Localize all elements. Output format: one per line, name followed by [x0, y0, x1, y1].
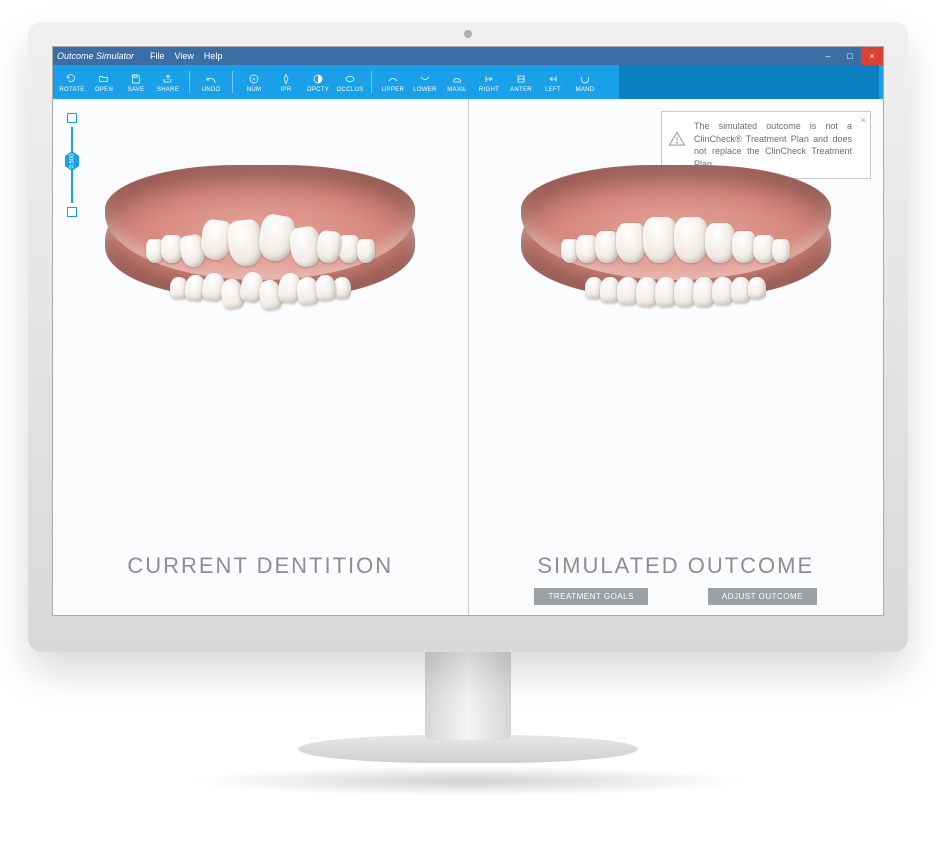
tooth — [772, 239, 790, 263]
right-icon — [483, 72, 495, 86]
tooth — [315, 230, 343, 265]
maxil-icon — [451, 72, 463, 86]
menu-view[interactable]: View — [175, 51, 194, 61]
pane-current: 0.500 CURRENT DENTITION — [53, 99, 468, 615]
slider-top-icon[interactable] — [67, 113, 77, 123]
tool-right[interactable]: RIGHT — [474, 65, 504, 99]
minimize-button[interactable]: – — [817, 47, 839, 65]
toolbar: ROTATEOPENSAVESHARE UNDO NNUMIPROPCTYOCCLU… — [53, 65, 883, 99]
tooth — [705, 223, 735, 263]
viewport: 0.500 CURRENT DENTITION — [53, 99, 883, 615]
maximize-button[interactable]: □ — [839, 47, 861, 65]
tool-rotate[interactable]: ROTATE — [57, 65, 87, 99]
label-current: CURRENT DENTITION — [127, 553, 393, 579]
tool-occlus[interactable]: OCCLUS — [335, 65, 365, 99]
slider-handle[interactable]: 0.500 — [65, 151, 79, 171]
tool-upper[interactable]: UPPER — [378, 65, 408, 99]
tool-maxil[interactable]: MAXIL — [442, 65, 472, 99]
tool-lower[interactable]: LOWER — [410, 65, 440, 99]
anter-icon — [515, 72, 527, 86]
pane-simulated: × The simulated outcome is not a ClinChe… — [468, 99, 884, 615]
tooth — [314, 274, 337, 302]
tool-num[interactable]: NNUM — [239, 65, 269, 99]
tool-undo[interactable]: UNDO — [196, 65, 226, 99]
toolbar-right-panel — [619, 65, 879, 99]
tool-left[interactable]: LEFT — [538, 65, 568, 99]
tooth — [643, 217, 677, 263]
app-title: Outcome Simulator — [57, 51, 134, 61]
tooth — [674, 217, 708, 263]
treatment-goals-button[interactable]: TREATMENT GOALS — [534, 588, 647, 605]
menu-help[interactable]: Help — [204, 51, 223, 61]
slider-bottom-icon[interactable] — [67, 207, 77, 217]
vertical-slider[interactable]: 0.500 — [67, 113, 77, 217]
adjust-outcome-button[interactable]: ADJUST OUTCOME — [708, 588, 817, 605]
ipr-icon — [280, 72, 292, 86]
notice-close-icon[interactable]: × — [861, 114, 866, 127]
close-button[interactable]: × — [861, 47, 883, 65]
opacity-icon — [312, 72, 324, 86]
tool-open[interactable]: OPEN — [89, 65, 119, 99]
warning-icon — [668, 130, 686, 152]
tool-mand[interactable]: MAND — [570, 65, 600, 99]
tool-ipr[interactable]: IPR — [271, 65, 301, 99]
occlus-icon — [344, 72, 356, 86]
save-icon — [130, 72, 142, 86]
model-simulated-outcome[interactable] — [521, 165, 831, 395]
menu-bar: Outcome Simulator File View Help – □ × — [53, 47, 883, 65]
tooth — [616, 223, 646, 263]
tooth — [748, 277, 766, 299]
tool-opacity[interactable]: OPCTY — [303, 65, 333, 99]
undo-icon — [205, 72, 217, 86]
model-current-dentition[interactable] — [105, 165, 415, 395]
left-icon — [547, 72, 559, 86]
mand-icon — [579, 72, 591, 86]
share-icon — [162, 72, 174, 86]
svg-text:N: N — [252, 76, 255, 81]
notice-text: The simulated outcome is not a ClinCheck… — [694, 121, 852, 169]
rotate-icon — [66, 72, 78, 86]
tool-save[interactable]: SAVE — [121, 65, 151, 99]
tool-anter[interactable]: ANTER — [506, 65, 536, 99]
menu-file[interactable]: File — [150, 51, 165, 61]
lower-icon — [419, 72, 431, 86]
tooth — [357, 239, 375, 263]
num-icon: N — [248, 72, 260, 86]
monitor-frame: Outcome Simulator File View Help – □ × R… — [28, 22, 908, 652]
label-simulated: SIMULATED OUTCOME — [537, 553, 814, 579]
open-icon — [98, 72, 110, 86]
tool-share[interactable]: SHARE — [153, 65, 183, 99]
app-window: Outcome Simulator File View Help – □ × R… — [52, 46, 884, 616]
upper-icon — [387, 72, 399, 86]
